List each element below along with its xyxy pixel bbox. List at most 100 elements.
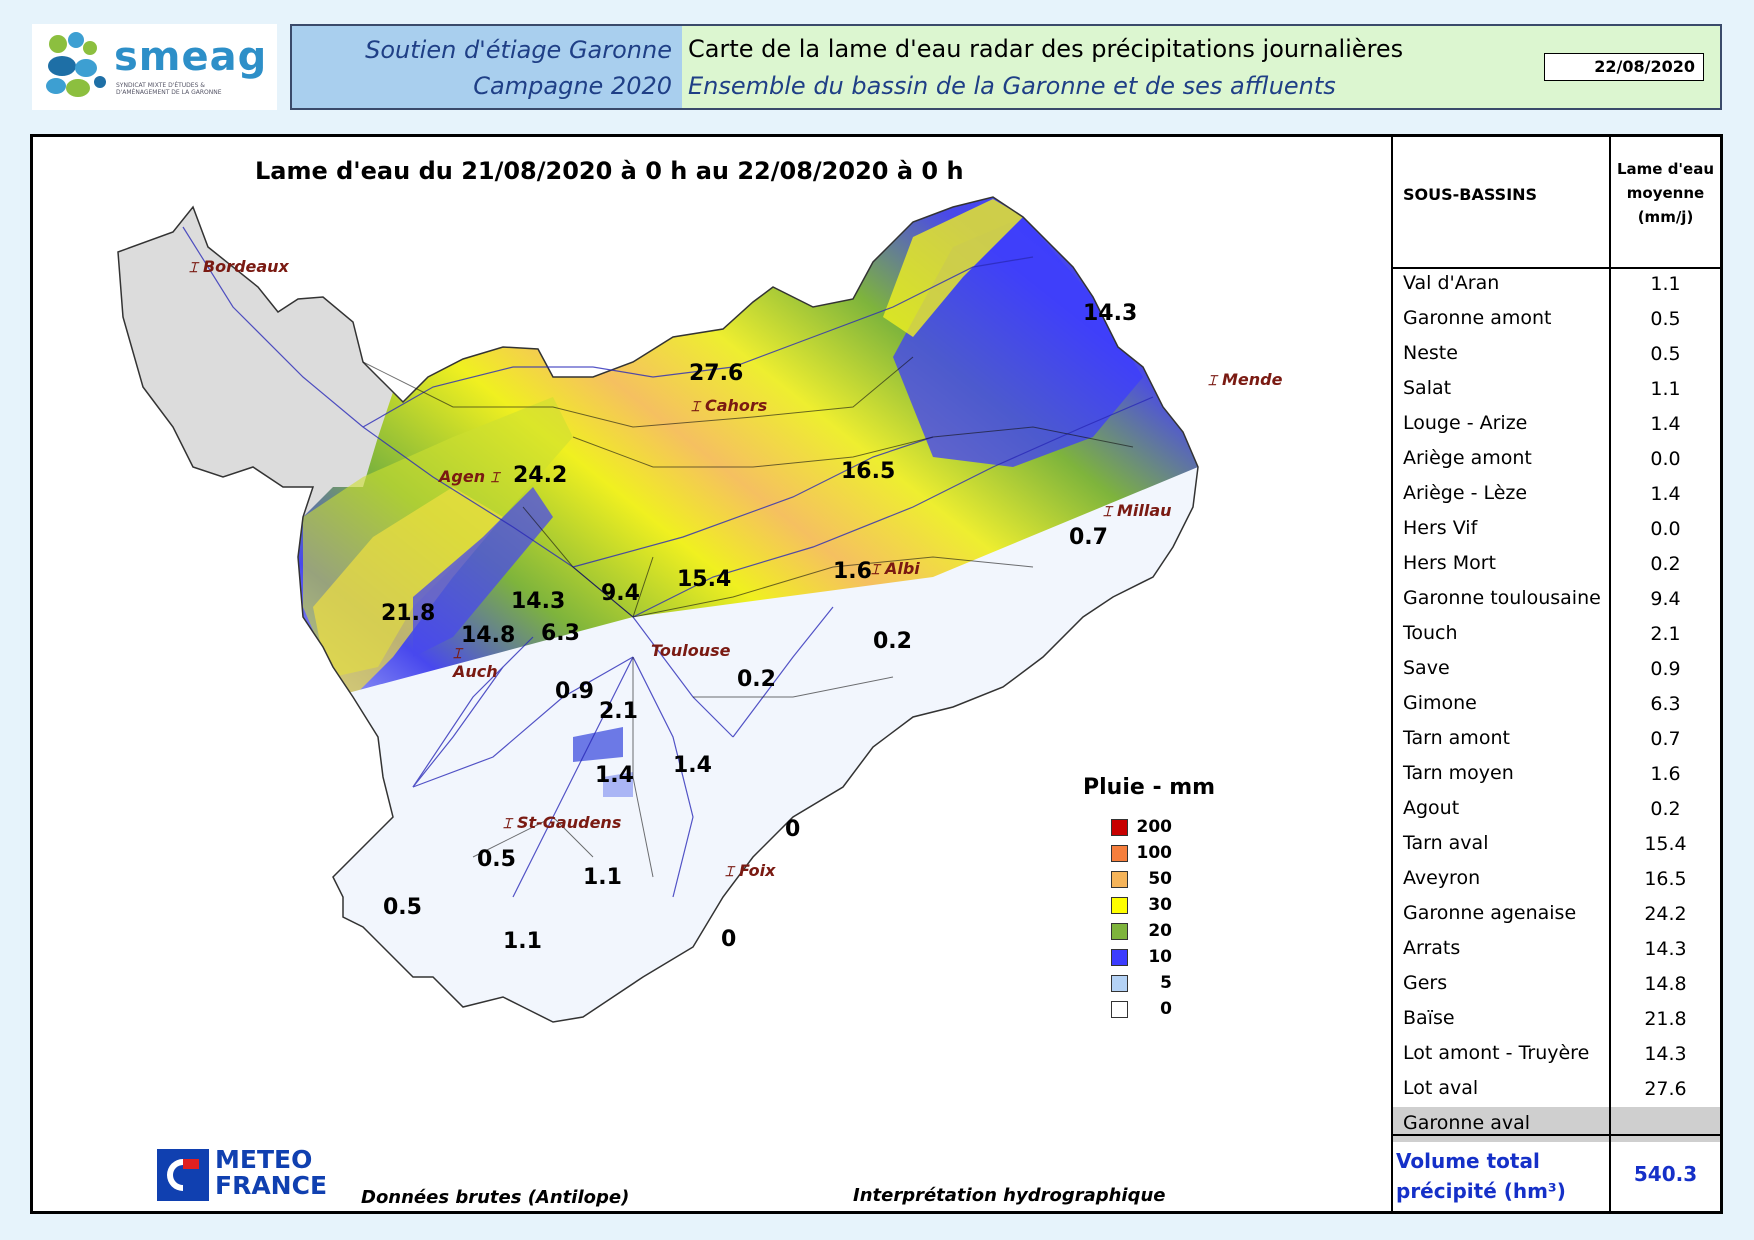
subbasin-value: 1.4 [1609, 477, 1720, 512]
subbasin-value: 9.4 [1609, 582, 1720, 617]
subbasin-name: Tarn aval [1403, 832, 1489, 854]
subbasin-value: 1.6 [1609, 757, 1720, 792]
col-header-line: Lame d'eau [1616, 160, 1714, 178]
subbasin-name: Neste [1403, 342, 1458, 364]
city-marker-icon: ⌶ [871, 562, 880, 578]
city-label: Agen [439, 467, 486, 486]
legend-label: 0 [1160, 999, 1172, 1019]
main-subtitle: Ensemble du bassin de la Garonne et de s… [688, 72, 1336, 100]
table-row: Salat 1.1 [1393, 372, 1720, 407]
subbasin-name: Salat [1403, 377, 1452, 399]
subbasin-name: Gimone [1403, 692, 1477, 714]
table-row: Baïse 21.8 [1393, 1002, 1720, 1037]
table-row: Garonne toulousaine 9.4 [1393, 582, 1720, 617]
smeag-logo: smeag SYNDICAT MIXTE D'ÉTUDES & D'AMÉNAG… [32, 24, 277, 110]
col-header-line: (mm/j) [1637, 208, 1694, 226]
col-header-lame: Lame d'eau moyenne (mm/j) [1609, 137, 1720, 267]
subbasin-value [1609, 1107, 1720, 1142]
table-row: Touch 2.1 [1393, 617, 1720, 652]
city-label: Millau [1116, 501, 1172, 520]
volume-label-line: Volume total [1396, 1149, 1540, 1173]
city-marker-icon: ⌶ [1208, 373, 1217, 389]
legend-label: 100 [1136, 843, 1173, 863]
basin-value: 15.4 [677, 567, 732, 592]
subbasin-value: 0.5 [1609, 302, 1720, 337]
city-label: St-Gaudens [516, 813, 622, 832]
basin-value: 1.4 [595, 763, 634, 788]
subbasin-value: 0.0 [1609, 442, 1720, 477]
legend-label: 50 [1148, 869, 1172, 889]
subbasin-value: 2.1 [1609, 617, 1720, 652]
legend-swatch [1111, 870, 1128, 888]
subbasin-name: Aveyron [1403, 867, 1481, 889]
table-row: Val d'Aran 1.1 [1393, 267, 1720, 302]
city-marker-icon: ⌶ [725, 864, 734, 880]
table-row: Aveyron 16.5 [1393, 862, 1720, 897]
basin-value: 6.3 [541, 621, 580, 646]
table-row: Tarn moyen 1.6 [1393, 757, 1720, 792]
legend-swatch [1111, 844, 1128, 862]
table-row: Lot amont - Truyère 14.3 [1393, 1037, 1720, 1072]
subbasin-value: 15.4 [1609, 827, 1720, 862]
logo-subtext: SYNDICAT MIXTE D'ÉTUDES & D'AMÉNAGEMENT … [116, 82, 222, 96]
subbasin-value: 0.0 [1609, 512, 1720, 547]
source-note: Données brutes (Antilope) [361, 1187, 630, 1208]
legend-label: 5 [1160, 973, 1172, 993]
subbasin-name: Val d'Aran [1403, 272, 1500, 294]
city-cahors: ⌶ Cahors [691, 396, 767, 415]
basin-value: 0.7 [1069, 525, 1108, 550]
basin-map [117, 196, 1199, 1023]
subbasin-value: 0.5 [1609, 337, 1720, 372]
basin-value: 0.2 [873, 629, 912, 654]
legend-swatch [1111, 896, 1128, 914]
city-foix: ⌶ Foix [725, 861, 775, 880]
table-row: Neste 0.5 [1393, 337, 1720, 372]
table-row: Garonne aval [1393, 1107, 1720, 1142]
basin-value: 0 [785, 817, 801, 842]
legend-label: 30 [1148, 895, 1172, 915]
subbasin-value: 0.7 [1609, 722, 1720, 757]
basin-value: 14.8 [461, 623, 516, 648]
basin-value: 21.8 [381, 601, 436, 626]
basin-value: 1.1 [583, 865, 622, 890]
volume-row: Volume total précipité (hm³) 540.3 [1393, 1134, 1720, 1213]
col-header-line: moyenne [1626, 184, 1705, 202]
table-row: Arrats 14.3 [1393, 932, 1720, 967]
subbasin-name: Baïse [1403, 1007, 1455, 1029]
meteo-france-icon [157, 1149, 209, 1201]
subbasin-value: 21.8 [1609, 1002, 1720, 1037]
table-row: Hers Mort 0.2 [1393, 547, 1720, 582]
map-area: Lame d'eau du 21/08/2020 à 0 h au 22/08/… [33, 137, 1391, 1211]
table-row: Ariège amont 0.0 [1393, 442, 1720, 477]
basin-value: 1.1 [503, 929, 542, 954]
subbasin-name: Arrats [1403, 937, 1461, 959]
legend-label: 20 [1148, 921, 1172, 941]
legend-swatch [1111, 948, 1128, 966]
legend-item: 100 [1111, 843, 1172, 863]
subbasin-value: 1.1 [1609, 267, 1720, 302]
legend-item: 30 [1111, 895, 1172, 915]
col-header-subbasins: SOUS-BASSINS [1403, 185, 1538, 204]
sub-basins-table: SOUS-BASSINS Lame d'eau moyenne (mm/j) V… [1391, 137, 1720, 1213]
subbasin-name: Ariège amont [1403, 447, 1532, 469]
table-row: Garonne amont 0.5 [1393, 302, 1720, 337]
table-row: Garonne agenaise 24.2 [1393, 897, 1720, 932]
subbasin-name: Agout [1403, 797, 1460, 819]
basin-value: 0.2 [737, 667, 776, 692]
basin-value: 0.9 [555, 679, 594, 704]
main-title: Carte de la lame d'eau radar des précipi… [688, 35, 1404, 63]
city-millau: ⌶ Millau [1103, 501, 1172, 520]
basin-value: 27.6 [689, 361, 744, 386]
city-label: Mende [1221, 370, 1283, 389]
city-marker-icon: ⌶ [453, 646, 462, 662]
map-title: Lame d'eau du 21/08/2020 à 0 h au 22/08/… [255, 157, 964, 185]
table-row: Lot aval 27.6 [1393, 1072, 1720, 1107]
city-marker-icon: ⌶ [691, 399, 700, 415]
table-row: Gers 14.8 [1393, 967, 1720, 1002]
subbasin-name: Garonne toulousaine [1403, 587, 1601, 609]
subbasin-value: 0.9 [1609, 652, 1720, 687]
basin-value: 2.1 [599, 699, 638, 724]
subbasin-name: Gers [1403, 972, 1448, 994]
table-row: Gimone 6.3 [1393, 687, 1720, 722]
city-st-gaudens: ⌶ St-Gaudens [503, 813, 621, 832]
